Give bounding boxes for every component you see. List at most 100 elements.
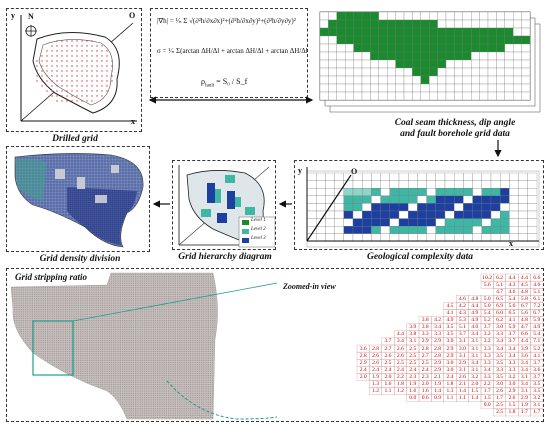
zoom-value: 1.8 <box>446 381 454 387</box>
coal-seam-cell <box>328 11 337 21</box>
complexity-cell <box>490 218 501 227</box>
zoom-value: 2.9 <box>520 395 528 402</box>
zoom-value: 3.1 <box>458 352 466 359</box>
borehole-point <box>106 80 108 82</box>
zoom-value: 1.5 <box>508 402 516 409</box>
zoom-value: 2.9 <box>434 366 442 373</box>
coal-seam-cell <box>412 91 421 101</box>
borehole-point <box>76 50 78 52</box>
coal-seam-cell <box>521 91 531 101</box>
coal-seam-cell <box>521 43 531 53</box>
complexity-cell <box>509 210 519 219</box>
coal-seam-cell <box>454 19 463 29</box>
borehole-point <box>51 45 53 47</box>
coal-seam-cell <box>345 19 354 29</box>
coal-seam-cell <box>328 43 337 53</box>
borehole-point <box>96 90 98 92</box>
coal-seam-cell <box>513 67 522 77</box>
complexity-cell <box>481 233 492 242</box>
complexity-cell <box>472 210 482 219</box>
borehole-point <box>91 40 93 42</box>
coal-seam-cell <box>328 83 337 93</box>
borehole-point <box>91 75 93 77</box>
zoom-value: 2.2 <box>396 373 404 380</box>
coal-seam-cell <box>445 83 455 93</box>
borehole-point <box>101 45 103 47</box>
coal-seam-cell <box>471 43 480 53</box>
zoom-value: 4.4 <box>508 274 516 281</box>
coal-seam-cell <box>319 67 329 77</box>
complexity-cell <box>472 188 482 196</box>
coal-seam-cell <box>395 43 405 53</box>
borehole-point <box>51 60 53 62</box>
zoom-value: 3.5 <box>446 324 454 331</box>
borehole-point <box>41 75 43 77</box>
coal-seam-cell <box>412 27 421 37</box>
zoom-value: 2.5 <box>496 402 504 409</box>
zoom-value: 4.9 <box>471 317 479 324</box>
complexity-cell <box>316 233 326 242</box>
coal-seam-cell <box>378 27 388 37</box>
borehole-point <box>91 100 93 102</box>
zoom-value: 2.5 <box>409 359 417 366</box>
borehole-point <box>86 40 88 42</box>
zoom-value: 3.1 <box>458 338 466 345</box>
coal-seam-cell <box>496 27 505 37</box>
stripping-panel: Grid stripping ratio Zoomed-in view 10.2… <box>6 268 544 422</box>
zoom-value: 1.2 <box>396 388 404 395</box>
coal-seam-cell <box>521 75 531 85</box>
zoom-value: 1.6 <box>409 388 417 395</box>
zoom-value: 2.8 <box>372 345 380 352</box>
zoom-value: 5.2 <box>483 317 491 324</box>
borehole-point <box>91 85 93 87</box>
zoom-value: 3.4 <box>496 345 504 352</box>
complexity-cell <box>500 210 510 219</box>
coal-seam-cell <box>437 75 447 85</box>
coal-seam-cell <box>336 59 346 69</box>
borehole-point <box>46 50 48 52</box>
borehole-point <box>61 60 63 62</box>
borehole-point <box>61 95 63 97</box>
borehole-point <box>71 65 73 67</box>
coal-seam-cell <box>387 11 396 21</box>
zoom-value: 5.9 <box>533 317 541 324</box>
complexity-cell <box>371 233 381 242</box>
zoom-value: 2.5 <box>396 359 404 366</box>
coal-seam-cell <box>403 83 413 93</box>
complexity-cell <box>362 203 372 212</box>
complexity-cell <box>371 180 381 189</box>
complexity-cell <box>426 203 436 212</box>
zoom-value: 3.5 <box>533 381 541 387</box>
coal-seam-cell <box>487 19 497 29</box>
zoom-value: 2.6 <box>372 359 380 366</box>
zoom-value: 2.6 <box>396 345 404 352</box>
complexity-cell <box>325 172 335 181</box>
zoom-value: 5.0 <box>483 302 491 309</box>
zoom-value: 4.7 <box>496 288 504 295</box>
complexity-cell <box>316 180 326 189</box>
complexity-cell <box>398 188 409 196</box>
borehole-point <box>76 95 78 97</box>
zoom-value: 4.1 <box>508 317 516 324</box>
coal-seam-cell <box>353 91 363 101</box>
coal-seam-cell <box>462 19 472 29</box>
complexity-cell <box>334 172 344 181</box>
coal-seam-cell <box>462 27 472 37</box>
coal-seam-cell <box>395 67 405 77</box>
coal-seam-cell <box>378 91 388 101</box>
geo-y-label: y <box>298 166 302 175</box>
drilled-grid-caption: Drilled grid <box>52 134 98 144</box>
zoom-value: 1.4 <box>434 388 442 395</box>
complexity-cell <box>481 180 492 189</box>
borehole-point <box>96 55 98 57</box>
complexity-cell <box>417 226 427 234</box>
complexity-cell <box>352 226 363 234</box>
coal-seam-cell <box>353 19 363 29</box>
stripping-figure <box>10 272 543 420</box>
complexity-cell <box>389 172 400 181</box>
complexity-cell <box>306 210 317 219</box>
borehole-point <box>56 50 58 52</box>
zoom-value: 3.4 <box>471 331 479 338</box>
borehole-point <box>71 50 73 52</box>
zoom-value: 1.2 <box>372 388 380 395</box>
